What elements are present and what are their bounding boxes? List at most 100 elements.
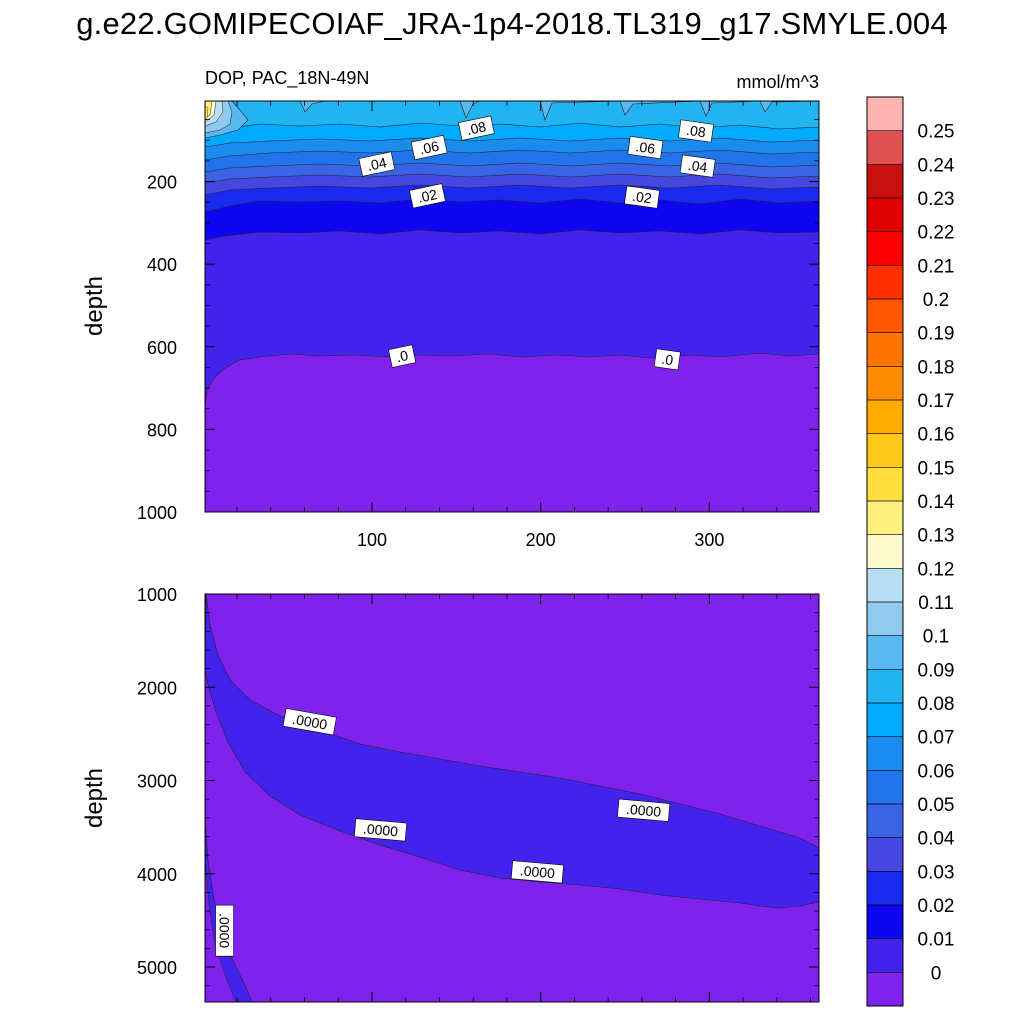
main-title: g.e22.GOMIPECOIAF_JRA-1p4-2018.TL319_g17… <box>76 6 948 41</box>
fill-level-010 <box>205 101 819 139</box>
colorbar-swatch <box>867 467 903 502</box>
colorbar-tick-label: 0.12 <box>918 559 955 580</box>
lower-contour-label: .0000 <box>617 798 671 822</box>
colorbar-swatch <box>867 400 903 434</box>
lower-axes: 1000 2000 3000 4000 5000 <box>137 585 819 1002</box>
colorbar-tick-label: 0 <box>931 963 942 984</box>
upper-plot-frame <box>204 100 820 513</box>
upper-contour-label: .08 <box>458 115 495 141</box>
upper-contour-label: .08 <box>678 119 714 143</box>
upper-contour-label-box <box>624 185 660 209</box>
lower-contour-label-box <box>215 904 234 957</box>
lower-contour-label-text: .0000 <box>519 862 556 881</box>
lower-plot-frame <box>204 593 820 1003</box>
colorbar-swatch <box>867 703 903 737</box>
colorbar-swatch <box>867 433 903 468</box>
colorbar-swatch <box>867 568 903 603</box>
colorbar-tick-label: 0.06 <box>918 761 955 782</box>
lower-contour-label-text: .0000 <box>362 820 399 839</box>
colorbar-swatch <box>867 366 903 401</box>
lower-filled-contours <box>205 594 819 1002</box>
colorbar-tick-label: 0.24 <box>918 155 955 176</box>
colorbar-tick-label: 0.04 <box>918 829 955 850</box>
lower-contour-label: .0000 <box>215 904 234 957</box>
upper-contour-label: .02 <box>409 183 446 209</box>
colorbar-swatch <box>867 198 903 232</box>
colorbar-tick-label: 0.02 <box>918 896 955 917</box>
colorbar-tick-label: 0.01 <box>918 930 955 951</box>
colorbar-tick-label: 0.09 <box>918 660 955 681</box>
colorbar-swatch <box>867 770 903 805</box>
lower-y-tick-label: 5000 <box>137 958 177 978</box>
upper-contour-label-box <box>653 348 681 371</box>
upper-contour-label-text: .04 <box>366 154 389 174</box>
lower-contour-panel: .0000 .0000 .0000 .0000 .0000 1000 2000 3000 40… <box>81 585 820 1003</box>
colorbar-tick-label: 0.13 <box>918 526 955 547</box>
colorbar-swatch <box>867 804 903 838</box>
lower-y-tick-label: 1000 <box>137 585 177 605</box>
upper-contour-label: .04 <box>358 151 396 177</box>
lower-contour-label: .0000 <box>282 708 337 736</box>
fill-level-015 <box>205 105 209 121</box>
upper-contour-label-text: .04 <box>687 157 709 176</box>
colorbar-tick-label: 0.17 <box>918 391 955 412</box>
lower-contour-label: .0000 <box>510 860 564 884</box>
upper-left-title: DOP, PAC_18N-49N <box>205 68 369 89</box>
lower-contour-label-box <box>354 818 408 842</box>
colorbar-tick-label: 0.23 <box>918 189 955 210</box>
colorbar-tick-label: 0.21 <box>918 256 955 277</box>
colorbar-swatch <box>867 299 903 333</box>
upper-filled-contours <box>205 101 819 512</box>
colorbar-swatch <box>867 972 903 1007</box>
upper-contour-label-text: .08 <box>465 118 488 138</box>
upper-x-tick-label: 100 <box>357 530 387 550</box>
colorbar-tick-label: 0.19 <box>918 324 955 345</box>
colorbar-swatch <box>867 905 903 939</box>
colorbar-swatch <box>867 130 903 165</box>
upper-contour-label-text: .0 <box>660 351 674 368</box>
upper-contour-label-box <box>410 134 448 161</box>
upper-contour-label: .06 <box>627 135 664 160</box>
colorbar-swatch <box>867 635 903 670</box>
colorbar-tick-label: 0.03 <box>918 862 955 883</box>
upper-contour-label: .04 <box>679 154 716 178</box>
colorbar-frame <box>866 96 904 1007</box>
upper-y-axis-label: depth <box>81 276 108 336</box>
fill-level-0-lower-inner <box>205 859 237 1002</box>
upper-contour-label-text: .06 <box>635 138 657 157</box>
lower-contour-label-box <box>282 708 337 736</box>
colorbar-swatch <box>867 164 903 199</box>
upper-contour-label-box <box>679 154 716 178</box>
colorbar-tick-label: 0.25 <box>918 122 955 143</box>
upper-right-title: mmol/m^3 <box>737 72 819 92</box>
lower-contour-label-text: .0000 <box>217 913 233 948</box>
lower-contour-label-text: .0000 <box>291 711 328 733</box>
colorbar-swatch <box>867 669 903 704</box>
upper-contour-label: .0 <box>388 344 417 368</box>
lower-y-tick-label: 4000 <box>137 865 177 885</box>
upper-contour-labels: .08 .08 .06 .06 .04 .04 .02 .02 .0 .0 <box>358 115 716 371</box>
colorbar-tick-label: 0.11 <box>918 593 954 614</box>
upper-contour-label-text: .0 <box>395 347 410 365</box>
lower-y-tick-label: 3000 <box>137 772 177 792</box>
colorbar-swatch <box>867 231 903 266</box>
upper-y-tick-label: 600 <box>147 338 177 358</box>
colorbar-swatch <box>867 837 903 872</box>
lower-contour-labels: .0000 .0000 .0000 .0000 .0000 <box>215 708 671 957</box>
upper-contour-label-box <box>358 151 396 177</box>
colorbar-tick-label: 0.1 <box>923 627 949 648</box>
lower-contour-label-box <box>510 860 564 884</box>
colorbar-swatch <box>867 501 903 535</box>
fill-level-009 <box>205 101 819 134</box>
upper-y-tick-label: 200 <box>147 173 177 193</box>
colorbar-tick-label: 0.07 <box>918 728 955 749</box>
lower-contour-label-box <box>617 798 671 822</box>
upper-y-tick-label: 400 <box>147 255 177 275</box>
upper-contour-label: .06 <box>410 134 448 161</box>
upper-contour-panel: .08 .08 .06 .06 .04 .04 .02 .02 .0 .0 100 200 300 20… <box>81 68 820 550</box>
upper-contour-label-box <box>627 135 664 160</box>
upper-x-tick-label: 200 <box>526 530 556 550</box>
colorbar-tick-label: 0.2 <box>923 290 949 311</box>
colorbar-tick-label: 0.15 <box>918 458 955 479</box>
